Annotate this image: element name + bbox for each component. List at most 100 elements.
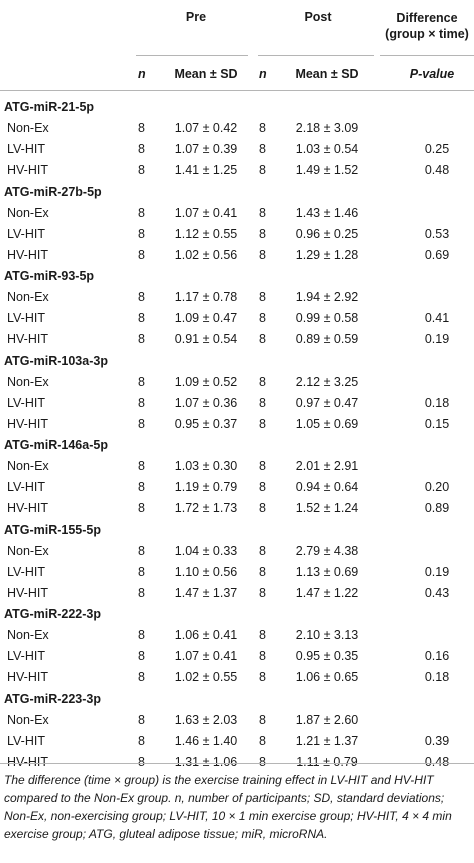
post-mean-sd-cell: 1.43 ± 1.46 xyxy=(295,206,359,220)
n-post-cell: 8 xyxy=(259,628,266,642)
post-mean-sd-cell: 1.21 ± 1.37 xyxy=(295,734,359,748)
pre-mean-sd-cell: 1.04 ± 0.33 xyxy=(174,544,238,558)
n-post-cell: 8 xyxy=(259,311,266,325)
table-row: Non-Ex 8 1.07 ± 0.41 8 1.43 ± 1.46 xyxy=(0,202,474,224)
post-mean-sd-cell: 1.11 ± 0.79 xyxy=(296,755,358,769)
table-footnote: The difference (time × group) is the exe… xyxy=(4,773,452,841)
post-mean-sd-cell: 0.95 ± 0.35 xyxy=(295,649,359,663)
n-pre-cell: 8 xyxy=(138,501,145,515)
n-pre-cell: 8 xyxy=(138,227,145,241)
pre-mean-sd-cell: 1.03 ± 0.30 xyxy=(174,459,238,473)
n-post-cell: 8 xyxy=(259,375,266,389)
n-post-cell: 8 xyxy=(259,649,266,663)
n-post-cell: 8 xyxy=(259,163,266,177)
row-label: Non-Ex xyxy=(7,290,49,304)
post-mean-sd-cell: 2.79 ± 4.38 xyxy=(295,544,359,558)
n-post-cell: 8 xyxy=(259,734,266,748)
table-row: HV-HIT 8 1.02 ± 0.56 8 1.29 ± 1.28 0.69 xyxy=(0,244,474,266)
p-value-cell: 0.89 xyxy=(424,501,450,515)
p-value-cell: 0.53 xyxy=(424,227,450,241)
n-post-cell: 8 xyxy=(259,755,266,769)
n-post-cell: 8 xyxy=(259,586,266,600)
row-label: HV-HIT xyxy=(7,586,48,600)
header-rule-pre xyxy=(136,55,248,56)
header-rule-difference xyxy=(380,55,474,56)
table-row: Non-Ex 8 1.06 ± 0.41 8 2.10 ± 3.13 xyxy=(0,624,474,646)
row-label: LV-HIT xyxy=(7,565,45,579)
pre-mean-sd-cell: 1.07 ± 0.36 xyxy=(174,396,238,410)
p-value-cell: 0.18 xyxy=(424,396,450,410)
table-row: LV-HIT 8 1.46 ± 1.40 8 1.21 ± 1.37 0.39 xyxy=(0,730,474,752)
table-row: Non-Ex 8 1.09 ± 0.52 8 2.12 ± 3.25 xyxy=(0,371,474,393)
pre-mean-sd-cell: 1.06 ± 0.41 xyxy=(174,628,238,642)
p-value-cell: 0.25 xyxy=(424,142,450,156)
header-n-pre: n xyxy=(138,67,146,81)
post-mean-sd-cell: 0.94 ± 0.64 xyxy=(295,480,359,494)
table-row: HV-HIT 8 0.91 ± 0.54 8 0.89 ± 0.59 0.19 xyxy=(0,328,474,350)
row-label: Non-Ex xyxy=(7,544,49,558)
n-pre-cell: 8 xyxy=(138,290,145,304)
table-bottom-rule xyxy=(0,763,474,764)
n-pre-cell: 8 xyxy=(138,713,145,727)
header-mean-post: Mean ± SD xyxy=(295,67,359,81)
row-label: LV-HIT xyxy=(7,480,45,494)
n-pre-cell: 8 xyxy=(138,163,145,177)
n-pre-cell: 8 xyxy=(138,586,145,600)
n-pre-cell: 8 xyxy=(138,142,145,156)
n-post-cell: 8 xyxy=(259,290,266,304)
table-row: HV-HIT 8 0.95 ± 0.37 8 1.05 ± 0.69 0.15 xyxy=(0,413,474,435)
group-title: ATG-miR-155-5p xyxy=(4,523,102,537)
n-pre-cell: 8 xyxy=(138,628,145,642)
pre-mean-sd-cell: 1.12 ± 0.55 xyxy=(174,227,238,241)
p-value-cell: 0.16 xyxy=(424,649,450,663)
post-mean-sd-cell: 2.18 ± 3.09 xyxy=(295,121,359,135)
table-row: LV-HIT 8 1.07 ± 0.36 8 0.97 ± 0.47 0.18 xyxy=(0,392,474,414)
p-value-cell: 0.19 xyxy=(424,332,450,346)
group-title: ATG-miR-21-5p xyxy=(4,100,95,114)
row-label: Non-Ex xyxy=(7,713,49,727)
table-row: LV-HIT 8 1.07 ± 0.41 8 0.95 ± 0.35 0.16 xyxy=(0,645,474,667)
post-mean-sd-cell: 2.01 ± 2.91 xyxy=(295,459,359,473)
table-row: LV-HIT 8 1.19 ± 0.79 8 0.94 ± 0.64 0.20 xyxy=(0,476,474,498)
n-post-cell: 8 xyxy=(259,417,266,431)
post-mean-sd-cell: 1.13 ± 0.69 xyxy=(295,565,359,579)
group-title: ATG-miR-223-3p xyxy=(4,692,102,706)
n-post-cell: 8 xyxy=(259,206,266,220)
table-row: HV-HIT 8 1.47 ± 1.37 8 1.47 ± 1.22 0.43 xyxy=(0,582,474,604)
p-value-cell: 0.69 xyxy=(424,248,450,262)
row-label: Non-Ex xyxy=(7,375,49,389)
post-mean-sd-cell: 1.29 ± 1.28 xyxy=(295,248,359,262)
n-pre-cell: 8 xyxy=(138,121,145,135)
n-pre-cell: 8 xyxy=(138,332,145,346)
row-label: HV-HIT xyxy=(7,163,48,177)
pre-mean-sd-cell: 1.47 ± 1.37 xyxy=(174,586,238,600)
row-label: HV-HIT xyxy=(7,670,48,684)
row-label: LV-HIT xyxy=(7,396,45,410)
header-rule-post xyxy=(258,55,374,56)
n-post-cell: 8 xyxy=(259,501,266,515)
table-row: Non-Ex 8 1.17 ± 0.78 8 1.94 ± 2.92 xyxy=(0,286,474,308)
row-label: HV-HIT xyxy=(7,417,48,431)
post-mean-sd-cell: 2.10 ± 3.13 xyxy=(295,628,359,642)
pre-mean-sd-cell: 1.19 ± 0.79 xyxy=(174,480,238,494)
n-post-cell: 8 xyxy=(259,670,266,684)
row-label: LV-HIT xyxy=(7,227,45,241)
post-mean-sd-cell: 0.99 ± 0.58 xyxy=(295,311,359,325)
row-label: LV-HIT xyxy=(7,311,45,325)
pre-mean-sd-cell: 1.02 ± 0.55 xyxy=(174,670,238,684)
group-title: ATG-miR-146a-5p xyxy=(4,438,108,452)
group-title: ATG-miR-103a-3p xyxy=(4,354,108,368)
table-row: HV-HIT 8 1.72 ± 1.73 8 1.52 ± 1.24 0.89 xyxy=(0,497,474,519)
post-mean-sd-cell: 2.12 ± 3.25 xyxy=(295,375,359,389)
table-row: HV-HIT 8 1.41 ± 1.25 8 1.49 ± 1.52 0.48 xyxy=(0,159,474,181)
n-pre-cell: 8 xyxy=(138,311,145,325)
row-label: LV-HIT xyxy=(7,649,45,663)
table-row: HV-HIT 8 1.02 ± 0.55 8 1.06 ± 0.65 0.18 xyxy=(0,666,474,688)
n-pre-cell: 8 xyxy=(138,375,145,389)
n-pre-cell: 8 xyxy=(138,248,145,262)
p-value-cell: 0.39 xyxy=(424,734,450,748)
pre-mean-sd-cell: 1.02 ± 0.56 xyxy=(174,248,238,262)
row-label: LV-HIT xyxy=(7,734,45,748)
row-label: Non-Ex xyxy=(7,121,49,135)
